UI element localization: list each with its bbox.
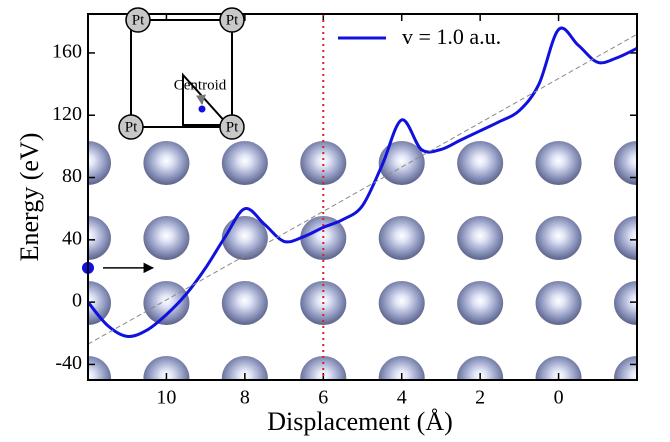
atom bbox=[457, 141, 503, 185]
x-tick-label: 6 bbox=[318, 387, 328, 409]
y-tick-label: 120 bbox=[52, 103, 82, 125]
atom bbox=[379, 216, 425, 260]
pt-label: Pt bbox=[125, 119, 138, 135]
inset-diagram: Centroid Pt Pt Pt Pt bbox=[119, 8, 244, 139]
atom bbox=[536, 216, 582, 260]
centroid-dot bbox=[199, 106, 206, 113]
atom bbox=[536, 141, 582, 185]
y-axis-label: Energy (eV) bbox=[15, 133, 44, 262]
y-tick-label: 80 bbox=[62, 165, 82, 187]
inset-box bbox=[131, 20, 232, 127]
axes-frame bbox=[88, 14, 637, 380]
pt-label: Pt bbox=[226, 119, 239, 135]
plot-area: 10 8 6 4 2 0 -40 0 40 80 120 160 v = 1.0 a.u. bbox=[52, 14, 637, 409]
y-tick-label: -40 bbox=[55, 352, 82, 374]
atom bbox=[457, 281, 503, 325]
x-tick-label: 0 bbox=[554, 387, 564, 409]
pt-label: Pt bbox=[132, 12, 145, 28]
atom bbox=[143, 281, 189, 325]
legend-label: v = 1.0 a.u. bbox=[402, 24, 501, 49]
x-tick-label: 4 bbox=[397, 387, 407, 409]
x-tick-label: 10 bbox=[156, 387, 176, 409]
y-tick-label: 0 bbox=[72, 290, 82, 312]
y-tick-label: 40 bbox=[62, 227, 82, 249]
atom-lattice bbox=[65, 141, 660, 400]
x-tick-label: 8 bbox=[240, 387, 250, 409]
atom bbox=[536, 281, 582, 325]
chart: 10 8 6 4 2 0 -40 0 40 80 120 160 v = 1.0 a.u. Displa… bbox=[0, 0, 670, 442]
atom bbox=[222, 281, 268, 325]
atom bbox=[143, 216, 189, 260]
x-tick-label: 2 bbox=[475, 387, 485, 409]
atom bbox=[143, 141, 189, 185]
centroid-label: Centroid bbox=[174, 77, 227, 93]
pt-label: Pt bbox=[226, 12, 239, 28]
atom bbox=[222, 141, 268, 185]
atom bbox=[457, 216, 503, 260]
x-axis-label: Displacement (Å) bbox=[267, 407, 453, 436]
atom bbox=[379, 281, 425, 325]
centroid-arrow bbox=[201, 95, 202, 104]
y-tick-label: 160 bbox=[52, 41, 82, 63]
